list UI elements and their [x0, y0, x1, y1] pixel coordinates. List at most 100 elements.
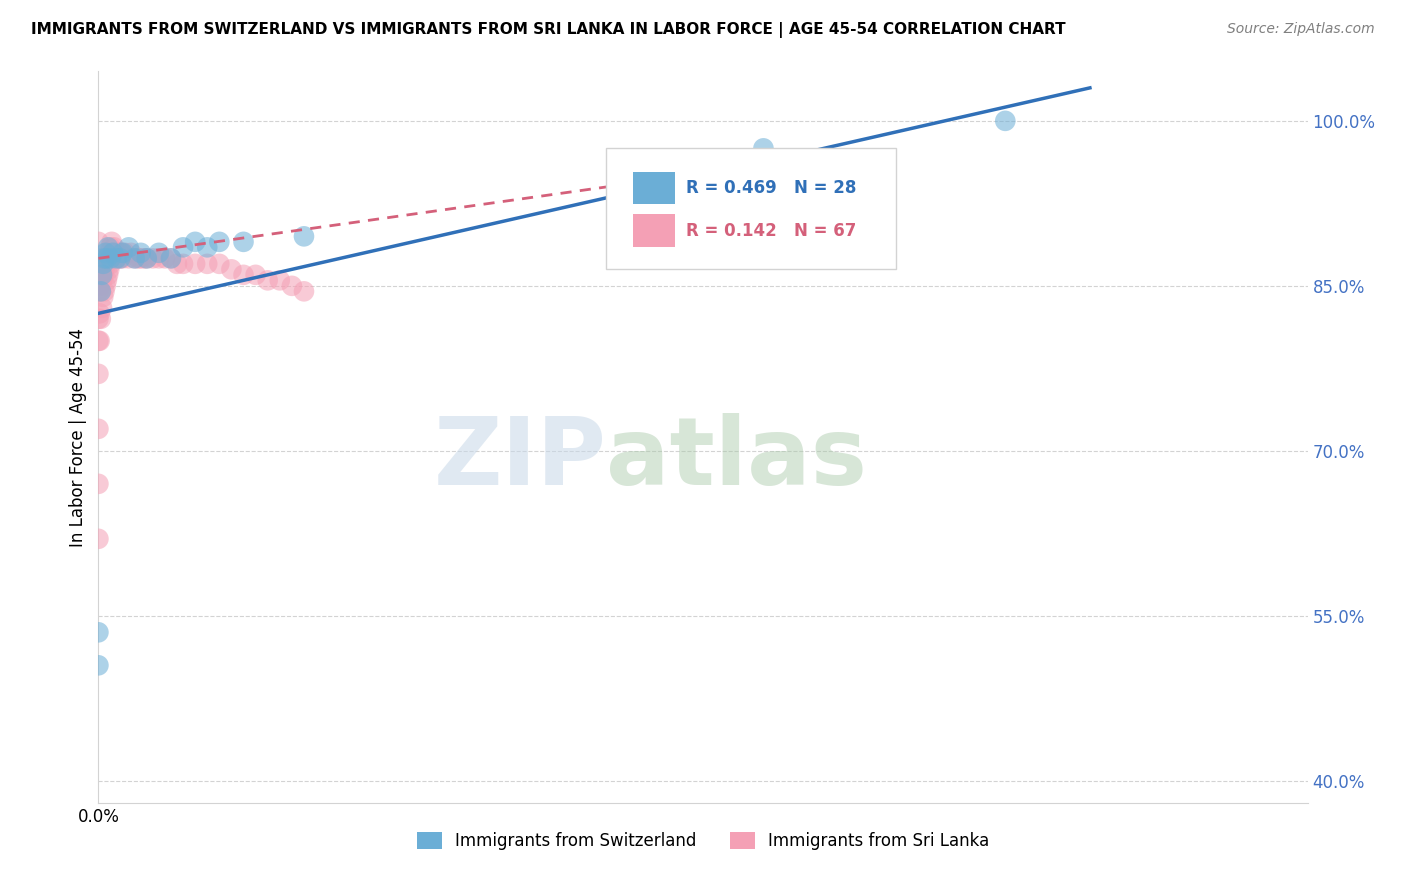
- Point: [89, 306, 111, 320]
- Point: [752, 141, 775, 155]
- Point: [184, 235, 207, 249]
- Point: [292, 285, 315, 299]
- Point: [160, 252, 183, 266]
- Point: [98, 262, 121, 277]
- Point: [105, 245, 128, 260]
- Point: [98, 245, 121, 260]
- Point: [184, 257, 207, 271]
- Point: [94, 278, 117, 293]
- Point: [127, 252, 149, 266]
- Point: [91, 257, 114, 271]
- Point: [91, 268, 114, 282]
- Point: [90, 285, 112, 299]
- Point: [101, 245, 124, 260]
- Point: [120, 245, 142, 260]
- Point: [118, 252, 141, 266]
- Point: [90, 311, 112, 326]
- Point: [172, 240, 194, 254]
- Point: [124, 252, 146, 266]
- Text: Source: ZipAtlas.com: Source: ZipAtlas.com: [1227, 22, 1375, 37]
- Point: [160, 252, 183, 266]
- Point: [96, 273, 118, 287]
- Point: [111, 245, 134, 260]
- Point: [93, 252, 115, 266]
- Point: [104, 252, 127, 266]
- Point: [93, 285, 115, 299]
- Point: [129, 245, 152, 260]
- Bar: [633, 171, 675, 204]
- Point: [87, 367, 110, 381]
- Point: [108, 245, 131, 260]
- Point: [232, 268, 254, 282]
- Point: [232, 235, 254, 249]
- Point: [100, 235, 122, 249]
- Point: [91, 301, 114, 315]
- Point: [195, 240, 218, 254]
- Point: [124, 252, 146, 266]
- Point: [281, 278, 304, 293]
- Point: [256, 273, 278, 287]
- Y-axis label: In Labor Force | Age 45-54: In Labor Force | Age 45-54: [69, 327, 87, 547]
- Point: [100, 240, 122, 254]
- Text: atlas: atlas: [606, 413, 868, 505]
- Point: [100, 257, 122, 271]
- Point: [87, 422, 110, 436]
- Point: [269, 273, 291, 287]
- Point: [91, 273, 114, 287]
- Point: [118, 240, 141, 254]
- Point: [87, 476, 110, 491]
- Point: [100, 252, 122, 266]
- Point: [292, 229, 315, 244]
- Point: [87, 285, 110, 299]
- Point: [87, 658, 110, 673]
- Point: [94, 257, 117, 271]
- Bar: [633, 214, 675, 247]
- Point: [172, 257, 194, 271]
- Point: [87, 311, 110, 326]
- Point: [97, 252, 120, 266]
- Point: [110, 245, 132, 260]
- Point: [87, 334, 110, 348]
- Point: [221, 262, 243, 277]
- Point: [108, 252, 131, 266]
- Point: [91, 268, 114, 282]
- Point: [96, 252, 118, 266]
- Point: [135, 252, 157, 266]
- Point: [97, 268, 120, 282]
- Point: [96, 252, 118, 266]
- Text: IMMIGRANTS FROM SWITZERLAND VS IMMIGRANTS FROM SRI LANKA IN LABOR FORCE | AGE 45: IMMIGRANTS FROM SWITZERLAND VS IMMIGRANT…: [31, 22, 1066, 38]
- Legend: Immigrants from Switzerland, Immigrants from Sri Lanka: Immigrants from Switzerland, Immigrants …: [411, 825, 995, 856]
- Point: [97, 240, 120, 254]
- Point: [245, 268, 267, 282]
- Point: [148, 245, 170, 260]
- Point: [89, 334, 111, 348]
- Text: ZIP: ZIP: [433, 413, 606, 505]
- Point: [111, 252, 134, 266]
- Text: R = 0.469   N = 28: R = 0.469 N = 28: [686, 179, 856, 197]
- Point: [166, 257, 188, 271]
- Point: [142, 252, 165, 266]
- Point: [87, 268, 110, 282]
- Point: [153, 252, 176, 266]
- Point: [107, 252, 129, 266]
- Point: [87, 625, 110, 640]
- FancyBboxPatch shape: [606, 148, 897, 268]
- Point: [103, 240, 125, 254]
- Text: R = 0.142   N = 67: R = 0.142 N = 67: [686, 222, 856, 240]
- Point: [108, 252, 131, 266]
- Point: [195, 257, 218, 271]
- Point: [90, 285, 112, 299]
- Point: [208, 257, 231, 271]
- Point: [129, 252, 152, 266]
- Point: [87, 235, 110, 249]
- Point: [87, 532, 110, 546]
- Point: [89, 278, 111, 293]
- Point: [94, 245, 117, 260]
- Point: [101, 245, 124, 260]
- Point: [87, 252, 110, 266]
- Point: [93, 262, 115, 277]
- Point: [114, 245, 136, 260]
- Point: [105, 252, 128, 266]
- Point: [148, 252, 170, 266]
- Point: [208, 235, 231, 249]
